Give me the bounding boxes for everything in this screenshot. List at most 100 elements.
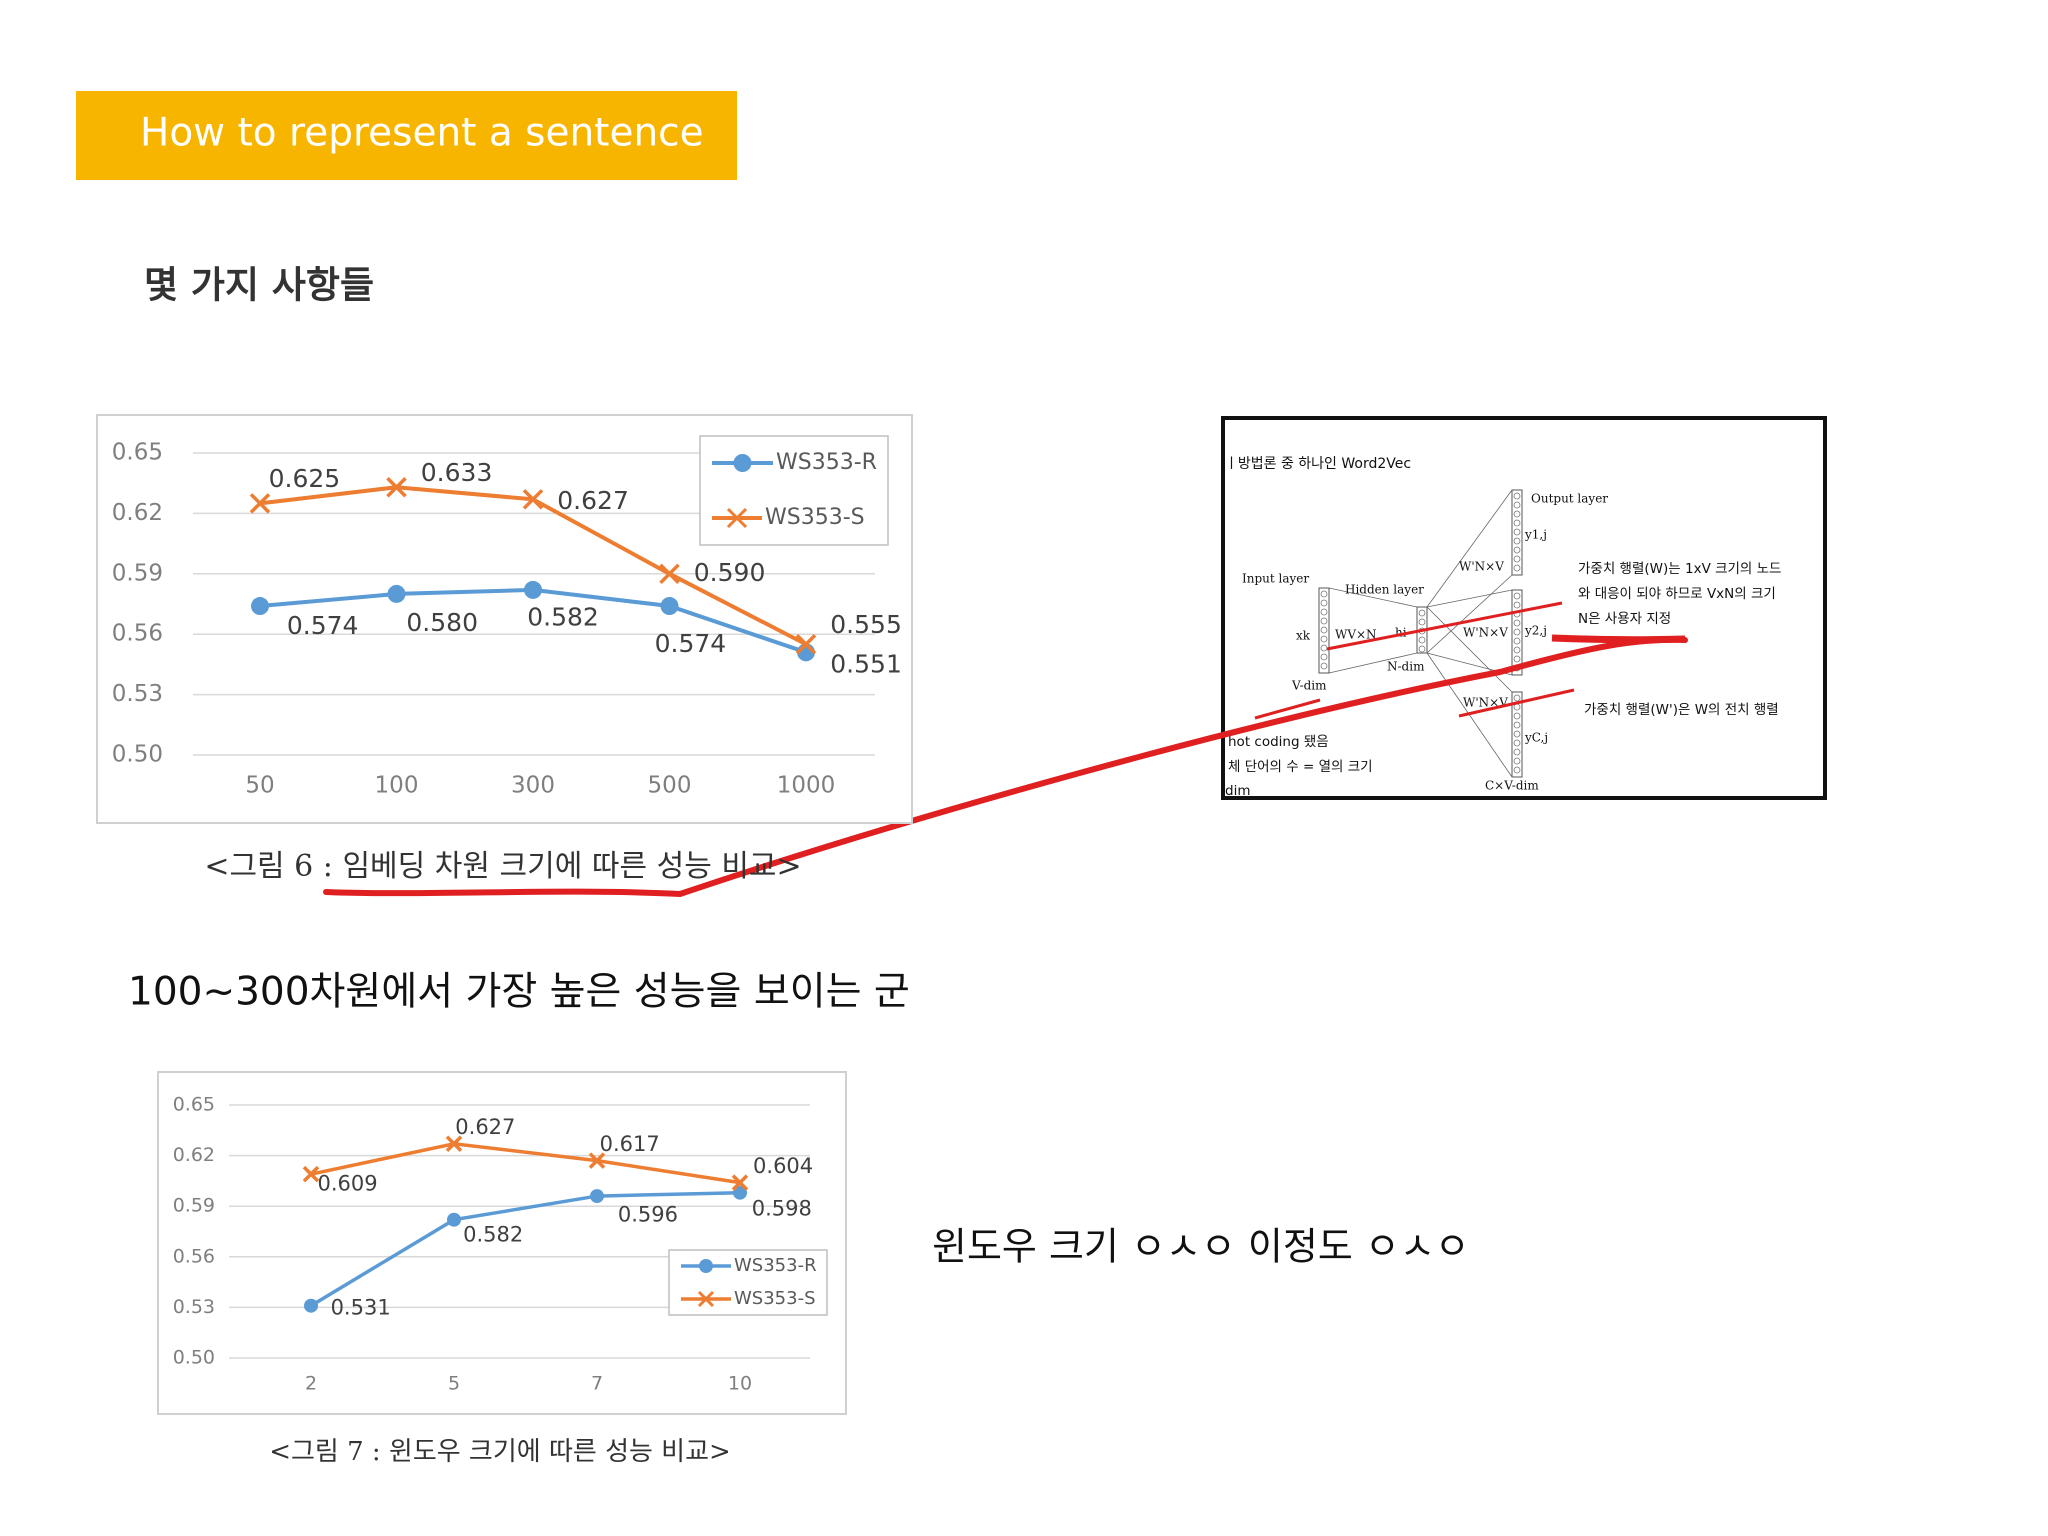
y-tick-label: 0.56 [112,621,163,647]
x-tick-label: 300 [511,773,555,799]
y-tick-label: 0.53 [173,1296,215,1318]
diagram-label: 가중치 행렬(W')은 W의 전치 행렬 [1584,702,1779,718]
data-label: 0.582 [527,603,599,632]
neuron [1418,645,1426,653]
point [588,1152,606,1169]
chart-frame [157,1071,847,1415]
x-tick-label: 2 [305,1373,317,1395]
x-tick-label: 500 [648,773,692,799]
figure-caption: <그림 7 : 윈도우 크기에 따른 성능 비교> [269,1437,731,1467]
neuron [1513,555,1521,563]
series-line [310,1142,741,1185]
data-label: 0.625 [269,464,341,493]
series-line [310,1190,741,1308]
connection [1328,587,1418,608]
neuron [1513,655,1521,663]
neuron [1513,712,1521,720]
neuron [1418,609,1426,617]
data-label: 0.627 [455,1115,515,1139]
data-label: 0.574 [287,611,359,640]
neuron [1320,608,1328,616]
data-label: 0.617 [600,1132,660,1156]
point [251,597,269,616]
legend-swatch [726,507,748,529]
neuron [1513,528,1521,536]
y-tick-label: 0.53 [112,681,163,707]
word2vec-diagram: ㅣ방법론 중 하나인 Word2Vec Output layer Input lay… [1221,416,1827,800]
annotation-stroke [1254,601,1575,720]
x-tick-label: 50 [245,773,274,799]
data-label: 0.582 [463,1222,523,1246]
connection [1426,574,1513,654]
figure-caption: <그림 6 : 임베딩 차원 크기에 따른 성능 비교> [204,849,801,884]
point [733,1185,747,1200]
diagram-label: N-dim [1387,660,1425,674]
diagram-label: N은 사용자 지정 [1578,611,1671,627]
point [660,597,679,616]
diagram-label: 와 대응이 되야 하므로 VxN의 크기 [1578,586,1776,602]
layer-column [1318,587,1330,674]
annotation-stroke [1551,634,1686,644]
point [522,489,544,510]
data-label: 0.596 [618,1203,678,1227]
connection [1426,489,1513,608]
data-label: 0.531 [331,1295,391,1319]
data-label: 0.609 [318,1172,378,1196]
neuron [1513,646,1521,654]
note: 윈도우 크기 ㅇㅅㅇ 이정도 ㅇㅅㅇ [932,1225,1470,1269]
neuron [1513,546,1521,554]
neuron [1418,618,1426,626]
neuron [1513,501,1521,509]
point [447,1212,461,1227]
connection [1426,606,1513,693]
x-tick-label: 1000 [777,773,836,799]
diagram-label: hot coding 됐음 [1228,734,1329,750]
neuron [1513,721,1521,729]
connection [1426,589,1513,608]
neuron [1513,519,1521,527]
diagram-label: yC,j [1524,731,1548,745]
point [659,563,680,585]
legend-swatch [733,454,752,472]
point [590,1189,604,1204]
legend-label: WS353-R [734,1255,817,1276]
x-tick-label: 7 [591,1373,603,1395]
neuron [1513,739,1521,747]
diagram-label: C×V-dim [1485,779,1539,793]
diagram-label: W'N×V [1463,626,1508,640]
note: 100~300차원에서 가장 높은 성능을 보이는 군 [128,970,910,1015]
diagram-label: xk [1296,629,1311,643]
point [249,493,271,514]
legend-box [668,1249,828,1316]
y-tick-label: 0.65 [173,1094,215,1116]
neuron [1513,694,1521,702]
diagram-label: 체 단어의 수 = 열의 크기 [1228,759,1373,775]
data-label: 0.598 [752,1197,812,1221]
slide-title: How to represent a sentence [140,111,704,156]
diagram-label: WV×N [1335,628,1377,642]
diagram-label: Input layer [1242,572,1309,586]
point [302,1165,320,1183]
layer-column [1511,691,1523,778]
layer-column [1511,489,1523,576]
y-tick-label: 0.65 [112,440,163,466]
diagram-label: hi [1395,626,1407,640]
legend-label: WS353-R [776,450,877,475]
neuron [1513,637,1521,645]
data-label: 0.590 [694,558,766,587]
diagram-label: y2,j [1524,624,1547,638]
neuron [1513,619,1521,627]
legend-swatch [699,1259,713,1273]
neuron [1418,636,1426,644]
neuron [1513,601,1521,609]
neuron [1513,766,1521,774]
diagram-label: V-dim [1291,679,1327,693]
y-tick-label: 0.59 [112,560,163,586]
y-tick-label: 0.62 [112,500,163,526]
neuron [1513,730,1521,738]
neuron [1320,635,1328,643]
neuron [1513,510,1521,518]
neuron [1320,617,1328,625]
